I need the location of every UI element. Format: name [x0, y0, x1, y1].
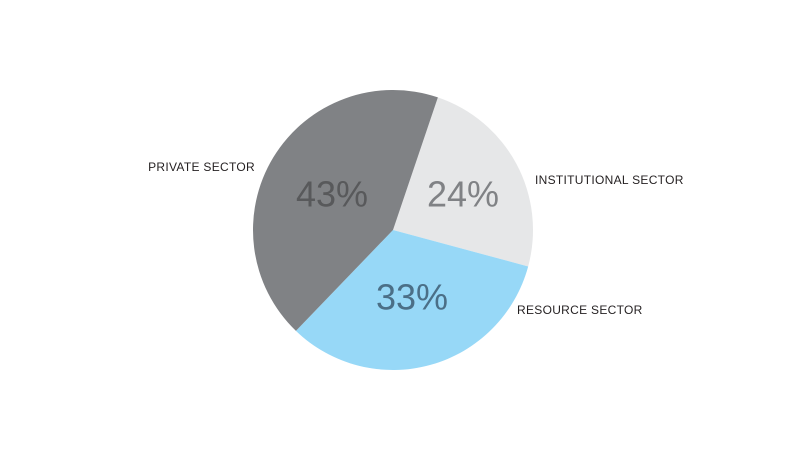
value-label: 33%	[376, 277, 448, 318]
value-label: 24%	[427, 174, 499, 215]
pie-slice	[253, 89, 438, 331]
category-label: RESOURCE SECTOR	[517, 303, 643, 317]
category-label: INSTITUTIONAL SECTOR	[535, 173, 684, 187]
value-label: 43%	[296, 174, 368, 215]
pie-slice	[393, 97, 533, 267]
category-label: PRIVATE SECTOR	[148, 160, 255, 174]
pie-slice	[295, 230, 529, 371]
